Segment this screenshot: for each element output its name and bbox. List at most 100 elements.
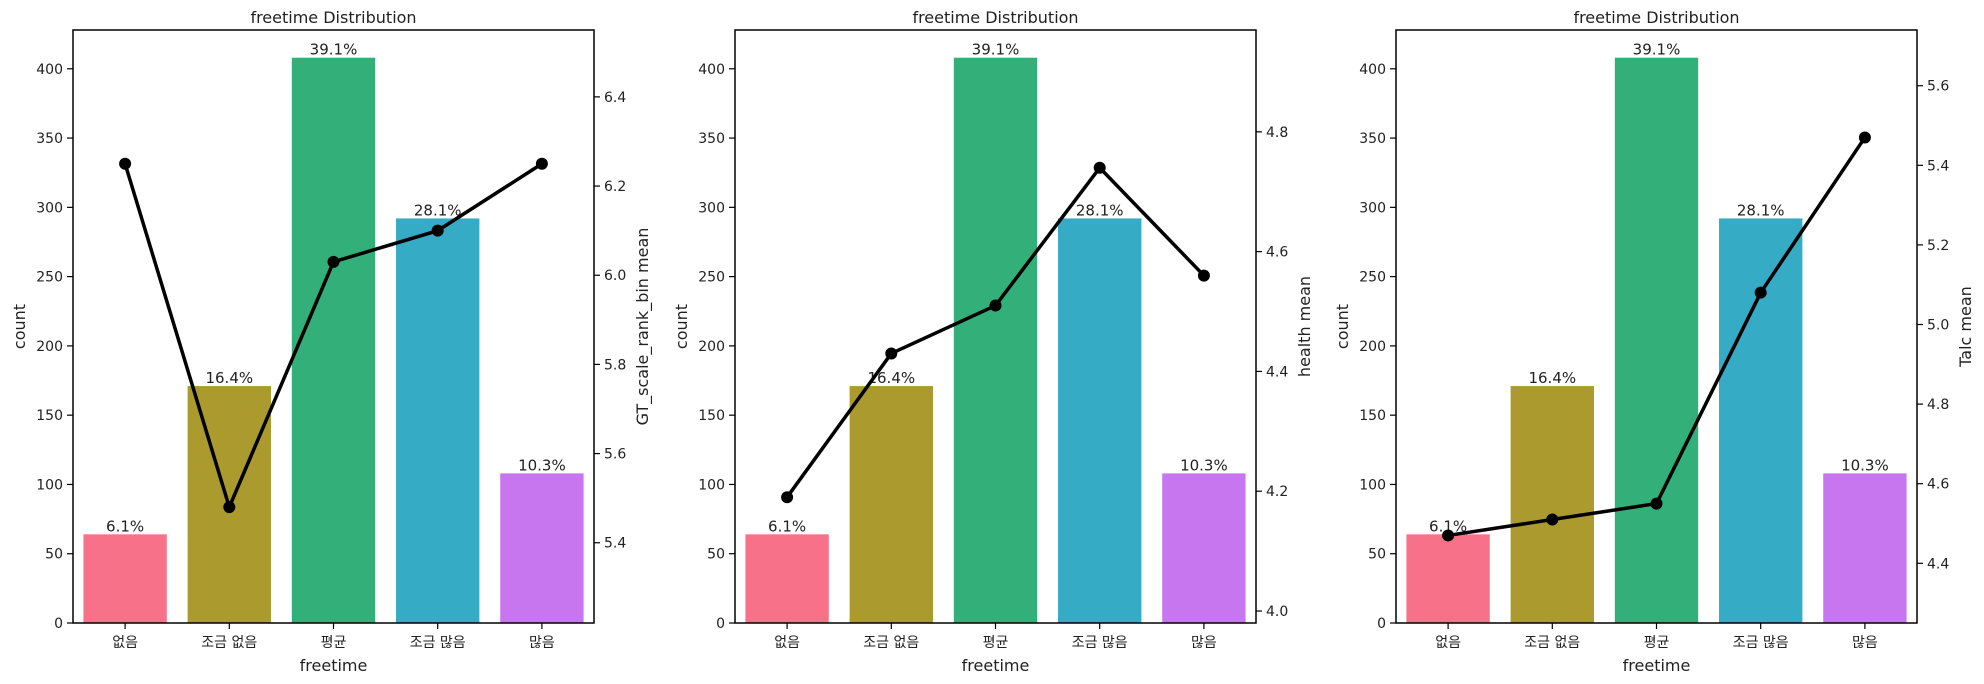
bar-4 — [396, 218, 479, 623]
x-axis-label: freetime — [962, 656, 1030, 675]
y2-tick-label: 6.4 — [604, 90, 626, 106]
y-tick-label: 250 — [36, 270, 63, 286]
y-tick-label: 50 — [45, 547, 63, 563]
y-tick-label: 200 — [698, 339, 725, 355]
y-tick-label: 200 — [36, 339, 63, 355]
x-axis-label: freetime — [1623, 656, 1691, 675]
mean-point-4 — [1094, 162, 1106, 174]
mean-point-1 — [1442, 529, 1454, 541]
bar-2 — [850, 386, 933, 623]
y-tick-label: 400 — [36, 62, 63, 78]
mean-point-2 — [1546, 514, 1558, 526]
y2-tick-label: 5.4 — [1927, 158, 1949, 174]
bar-1 — [1406, 534, 1489, 623]
y-tick-label: 300 — [1359, 200, 1386, 216]
y2-tick-label: 4.0 — [1266, 604, 1288, 620]
bar-5 — [500, 473, 583, 623]
percent-label-3: 39.1% — [972, 41, 1020, 59]
y2-tick-label: 6.0 — [604, 268, 626, 284]
x-tick-label: 평균 — [321, 635, 347, 651]
mean-point-5 — [1198, 270, 1210, 282]
bar-3 — [292, 58, 375, 623]
percent-label-4: 28.1% — [1076, 201, 1124, 219]
mean-point-3 — [990, 300, 1002, 312]
y-tick-label: 150 — [36, 408, 63, 424]
mean-point-1 — [119, 158, 131, 170]
percent-label-4: 28.1% — [1737, 201, 1785, 219]
y2-tick-label: 4.6 — [1927, 477, 1949, 493]
y-tick-label: 350 — [698, 131, 725, 147]
y-tick-label: 350 — [36, 131, 63, 147]
x-tick-label: 조금 없음 — [201, 635, 257, 651]
x-tick-label: 평균 — [983, 635, 1009, 651]
y2-axis-label: health mean — [1295, 276, 1314, 377]
bar-2 — [1511, 386, 1594, 623]
bar-3 — [954, 58, 1037, 623]
y-axis-label: count — [10, 304, 29, 349]
percent-label-4: 28.1% — [414, 201, 462, 219]
y2-tick-label: 4.4 — [1927, 556, 1949, 572]
y-tick-label: 150 — [698, 408, 725, 424]
mean-point-3 — [328, 256, 340, 268]
mean-point-5 — [1859, 131, 1871, 143]
percent-label-2: 16.4% — [205, 369, 253, 387]
x-tick-label: 조금 많음 — [410, 635, 466, 651]
y-tick-label: 50 — [1368, 547, 1386, 563]
bar-5 — [1823, 473, 1906, 623]
mean-point-5 — [536, 158, 548, 170]
x-axis-label: freetime — [300, 656, 368, 675]
x-tick-label: 조금 많음 — [1733, 635, 1789, 651]
y2-tick-label: 4.4 — [1266, 364, 1288, 380]
percent-label-2: 16.4% — [1528, 369, 1576, 387]
chart-title: freetime Distribution — [912, 8, 1078, 27]
y2-tick-label: 5.0 — [1927, 318, 1949, 334]
y2-tick-label: 4.6 — [1266, 245, 1288, 261]
y-axis-label: count — [1333, 304, 1352, 349]
y2-tick-label: 4.2 — [1266, 484, 1288, 500]
chart-panel-2: 6.1% 16.4% 39.1% 28.1% 10.3% 0 50 100 150 200 250 3… — [672, 8, 1314, 675]
y-tick-label: 300 — [36, 200, 63, 216]
y-tick-label: 300 — [698, 200, 725, 216]
chart-title: freetime Distribution — [250, 8, 416, 27]
mean-point-3 — [1651, 498, 1663, 510]
y-tick-label: 100 — [698, 477, 725, 493]
x-tick-label: 없음 — [1435, 635, 1461, 651]
x-tick-label: 없음 — [112, 635, 138, 651]
percent-label-5: 10.3% — [518, 456, 566, 474]
y2-tick-label: 5.8 — [604, 357, 626, 373]
x-tick-label: 많음 — [1852, 635, 1878, 651]
mean-point-4 — [432, 225, 444, 237]
y-tick-label: 50 — [707, 547, 725, 563]
y2-axis-label: GT_scale_rank_bin mean — [633, 228, 653, 426]
bar-4 — [1719, 218, 1802, 623]
y-tick-label: 350 — [1359, 131, 1386, 147]
y-tick-label: 400 — [698, 62, 725, 78]
mean-point-4 — [1755, 287, 1767, 299]
y2-tick-label: 5.2 — [1927, 238, 1949, 254]
mean-point-2 — [885, 347, 897, 359]
y-tick-label: 100 — [36, 477, 63, 493]
x-tick-label: 많음 — [529, 635, 555, 651]
percent-label-1: 6.1% — [768, 517, 806, 535]
y-tick-label: 400 — [1359, 62, 1386, 78]
y2-tick-label: 5.6 — [604, 447, 626, 463]
y2-axis-label: Talc mean — [1956, 286, 1975, 368]
x-tick-label: 없음 — [774, 635, 800, 651]
percent-label-5: 10.3% — [1841, 456, 1889, 474]
x-tick-label: 평균 — [1644, 635, 1670, 651]
y2-tick-label: 5.4 — [604, 536, 626, 552]
bar-3 — [1615, 58, 1698, 623]
chart-title: freetime Distribution — [1573, 8, 1739, 27]
y2-tick-label: 4.8 — [1927, 397, 1949, 413]
y2-tick-label: 5.6 — [1927, 79, 1949, 95]
y-tick-label: 0 — [1377, 616, 1386, 632]
mean-point-1 — [781, 491, 793, 503]
x-tick-label: 많음 — [1191, 635, 1217, 651]
y2-tick-label: 4.8 — [1266, 125, 1288, 141]
mean-point-2 — [223, 501, 235, 513]
y-tick-label: 100 — [1359, 477, 1386, 493]
percent-label-3: 39.1% — [1633, 41, 1681, 59]
y-tick-label: 0 — [54, 616, 63, 632]
y-axis-label: count — [672, 304, 691, 349]
